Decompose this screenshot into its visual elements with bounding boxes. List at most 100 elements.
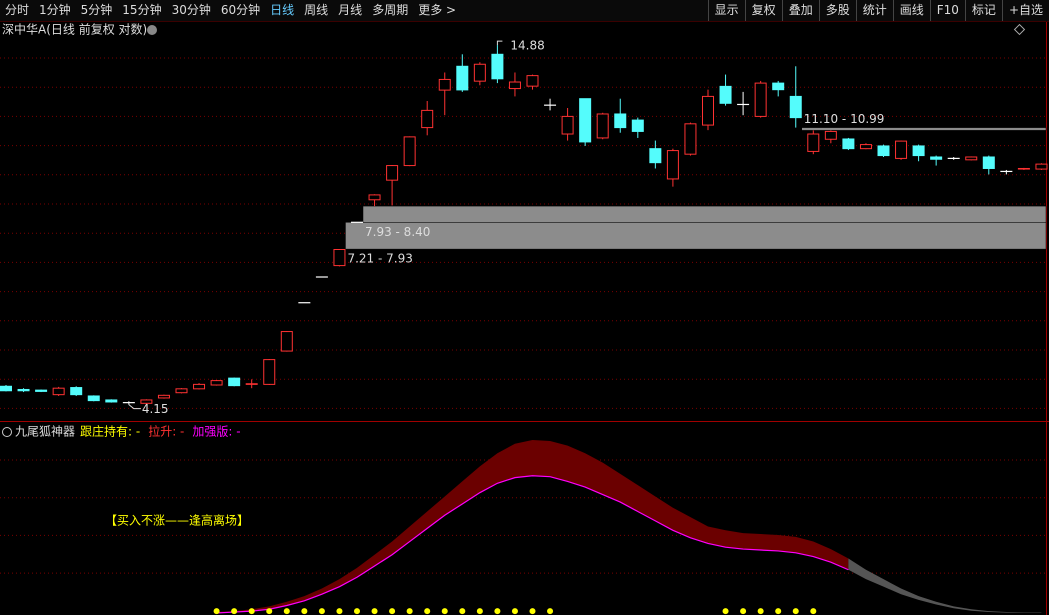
signal-dot [389, 608, 396, 615]
period-tab[interactable]: 5分钟 [80, 3, 113, 17]
signal-dot [371, 608, 378, 615]
tool-button[interactable]: 多股 [818, 0, 856, 21]
signal-dot [547, 608, 554, 615]
signal-dot [757, 608, 764, 615]
candle-body [596, 113, 609, 139]
legend-entry: 跟庄持有: - [80, 424, 140, 439]
min-label: 4.15 [142, 402, 169, 416]
indicator-icon[interactable] [2, 427, 12, 437]
candle-body [824, 130, 837, 140]
gap-zone [801, 127, 1047, 131]
candle-body [157, 394, 170, 399]
candle-body [70, 387, 83, 396]
gap-label: 7.93 - 8.40 [365, 225, 430, 239]
menu-icon[interactable] [147, 25, 157, 35]
band-area [216, 440, 849, 613]
candle-body [105, 399, 118, 403]
signal-dot [354, 608, 360, 615]
candle-body [1035, 163, 1048, 170]
candle-body [912, 145, 925, 157]
candle-body [842, 138, 855, 150]
signal-dot [511, 608, 518, 615]
candle-body [666, 150, 679, 180]
period-tab[interactable]: 60分钟 [220, 3, 261, 17]
tool-button[interactable]: 复权 [744, 0, 782, 21]
signal-dot [301, 608, 308, 615]
candle-body [368, 194, 381, 201]
candle-body [631, 119, 644, 132]
candle-body [421, 109, 434, 129]
signal-dot [441, 608, 448, 615]
period-tab[interactable]: 多周期 [372, 3, 409, 17]
candle-body [877, 145, 890, 157]
indicator-line [216, 475, 849, 614]
period-tab[interactable]: 更多 > [418, 3, 457, 17]
signal-dot [775, 608, 782, 615]
candle-body [1017, 167, 1030, 170]
period-tab[interactable]: 周线 [304, 3, 329, 17]
candle-body [140, 399, 153, 404]
signal-dot [231, 608, 238, 615]
candle-body [859, 144, 872, 150]
candle-body [228, 377, 241, 387]
signal-dot [792, 608, 799, 615]
signal-dot [740, 608, 747, 615]
candle-body [403, 136, 416, 167]
candle-body [895, 140, 908, 159]
candle-body [719, 85, 732, 104]
period-tab[interactable]: 15分钟 [122, 3, 162, 17]
signal-dot [406, 608, 413, 615]
signal-dot [529, 608, 536, 615]
signal-dot [476, 608, 483, 615]
candle-body [491, 53, 504, 80]
candle-body [17, 388, 30, 392]
chart-title: 深中华A(日线 前复权 对数) [2, 22, 147, 37]
period-tab[interactable]: 30分钟 [171, 3, 211, 17]
candle-body [649, 148, 662, 164]
candle-body [930, 156, 943, 160]
candle-body [35, 389, 48, 392]
legend-entry: 拉升: - [148, 424, 184, 439]
candle-body [438, 78, 451, 91]
candle-body [456, 65, 469, 91]
annotation: 【买入不涨——逢高离场】 [105, 513, 249, 528]
toolbar: 分时 1分钟 5分钟 15分钟 30分钟 60分钟 日线 周线 月线 多周期 更多 > 显示 复权 叠加多… [0, 0, 1049, 22]
tool-button[interactable]: 画线 [892, 0, 930, 21]
candle-body [772, 82, 785, 91]
candle-body [526, 75, 539, 87]
signal-dot [248, 608, 255, 615]
tool-button[interactable]: 显示 [707, 0, 745, 21]
gap-label: 11.10 - 10.99 [804, 112, 885, 126]
candle-body [473, 63, 486, 82]
period-tab[interactable]: 月线 [338, 3, 363, 17]
candle-body [175, 388, 188, 394]
tool-button[interactable]: +自选 [1001, 0, 1049, 21]
candle-body [561, 115, 574, 135]
period-tab[interactable]: 1分钟 [39, 3, 71, 17]
max-label: 14.88 [510, 39, 544, 53]
signal-dot [318, 608, 325, 615]
tool-bar: 显示 复权 叠加 多股 统计 画线 F10 标记 +自选 [707, 0, 1049, 21]
candle-body [579, 98, 592, 143]
candle-body [193, 383, 206, 390]
band-extension [848, 558, 1042, 613]
candle-body [754, 82, 767, 117]
tool-button[interactable]: 叠加 [781, 0, 819, 21]
tool-button[interactable]: 标记 [964, 0, 1002, 21]
period-tab[interactable]: 日线 [270, 3, 295, 17]
tool-button[interactable]: 统计 [855, 0, 893, 21]
candle-body [245, 383, 258, 385]
signal-dot [494, 608, 501, 615]
tool-button[interactable]: F10 [929, 0, 965, 21]
max-pointer [496, 40, 503, 46]
candle-body [280, 331, 293, 352]
diamond-icon[interactable] [1013, 23, 1026, 36]
signal-dot [810, 608, 817, 615]
period-tab[interactable]: 分时 [5, 3, 30, 17]
candle-body [508, 81, 521, 90]
candle-body [333, 248, 346, 267]
period-bar: 分时 1分钟 5分钟 15分钟 30分钟 60分钟 日线 周线 月线 多周期 更多 > [0, 0, 461, 21]
candle-body [263, 359, 276, 385]
candle-body [982, 156, 995, 169]
